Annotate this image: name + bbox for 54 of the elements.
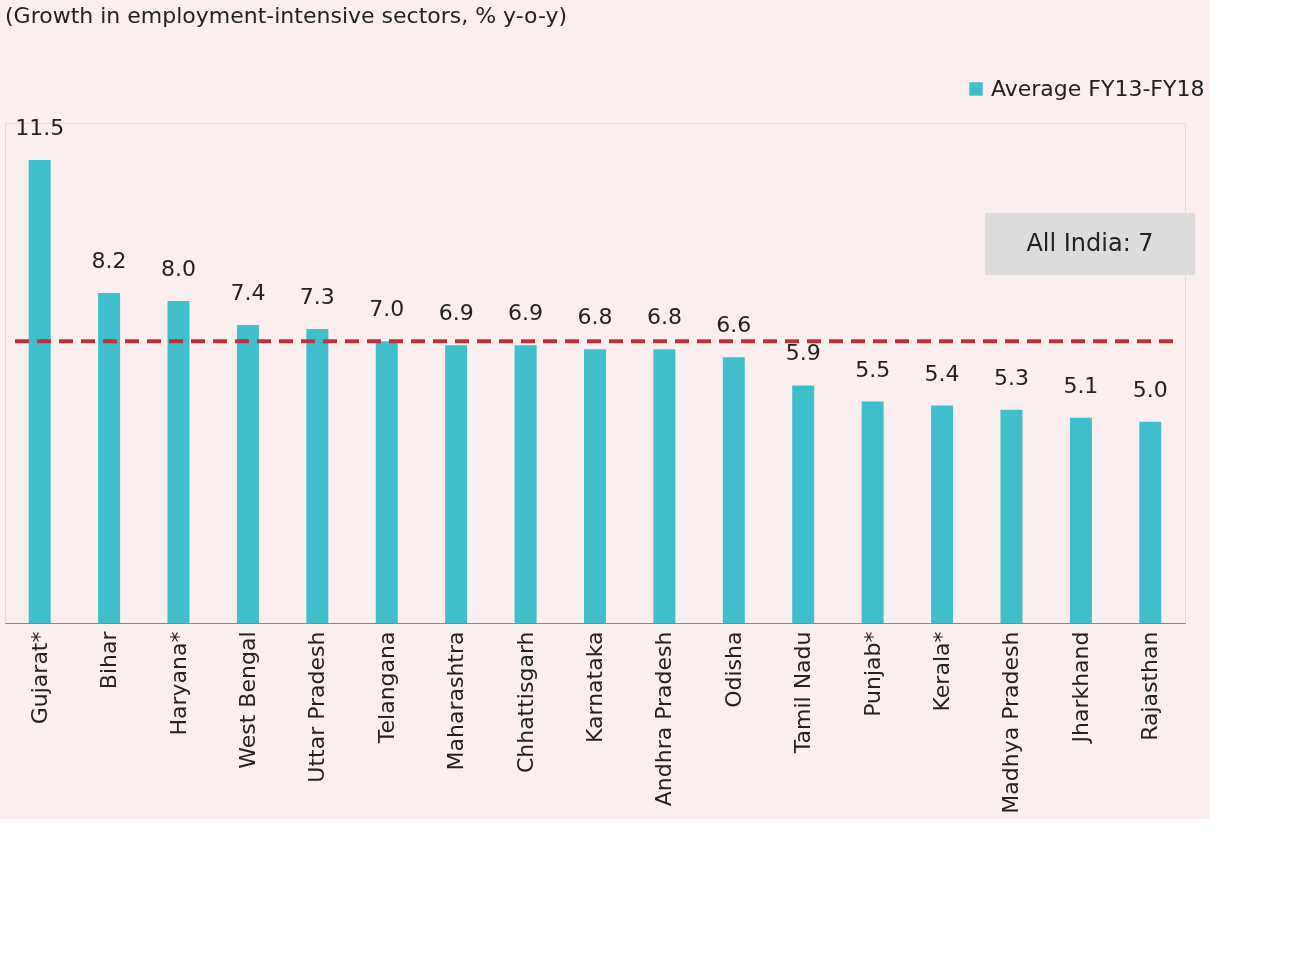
- x-tick-label: Bihar: [96, 630, 122, 690]
- data-label: 7.0: [369, 296, 405, 322]
- data-label: 5.1: [1063, 372, 1099, 398]
- chart-title: (Growth in employment-intensive sectors, % y-o-y): [5, 3, 568, 28]
- x-tick-label: Madhya Pradesh: [998, 631, 1024, 814]
- data-label: 6.8: [577, 304, 613, 330]
- bar: [1139, 421, 1162, 623]
- bar: [792, 385, 815, 623]
- bar: [931, 405, 954, 623]
- data-label: 5.4: [924, 360, 960, 386]
- data-label: 11.5: [15, 115, 65, 141]
- data-label: 5.5: [855, 356, 891, 382]
- x-tick-label: Punjab*: [859, 631, 885, 717]
- data-label: 5.0: [1132, 376, 1168, 402]
- bar: [375, 341, 398, 623]
- x-tick-label: Odisha: [720, 631, 746, 708]
- x-tick-label: Gujarat*: [26, 631, 52, 725]
- data-label: 7.4: [230, 280, 266, 306]
- bar: [722, 357, 745, 623]
- x-tick-label: Andhra Pradesh: [651, 631, 677, 807]
- bar: [445, 345, 468, 623]
- x-tick-label: Jharkhand: [1067, 631, 1093, 745]
- bar: [98, 292, 121, 623]
- data-label: 6.8: [646, 304, 682, 330]
- bar: [1000, 409, 1023, 623]
- data-label: 6.9: [438, 300, 474, 326]
- x-tick-label: Tamil Nadu: [790, 631, 816, 755]
- data-label: 7.3: [299, 284, 335, 310]
- x-tick-label: Karnataka: [582, 631, 607, 744]
- x-tick-label: Uttar Pradesh: [304, 631, 330, 783]
- x-tick-label: Telangana: [373, 631, 399, 745]
- bar: [236, 325, 259, 623]
- data-label: 5.3: [993, 364, 1029, 390]
- bar: [306, 329, 329, 623]
- data-label: 6.9: [508, 300, 544, 326]
- bar: [28, 160, 51, 623]
- x-tick-label: West Bengal: [234, 631, 260, 769]
- annotation: All India: 7: [1026, 229, 1154, 257]
- x-tick-label: Rajasthan: [1137, 631, 1163, 741]
- x-tick-label: Kerala*: [929, 631, 955, 712]
- data-label: 6.6: [716, 312, 752, 338]
- bar: [861, 401, 884, 623]
- bar: [167, 300, 190, 623]
- bar: [514, 345, 537, 623]
- bar: [1069, 417, 1092, 623]
- bar: [653, 349, 676, 623]
- data-label: 5.9: [785, 340, 821, 366]
- legend-label: Average FY13-FY18: [991, 76, 1205, 101]
- data-label: 8.2: [91, 247, 127, 273]
- x-tick-label: Haryana*: [165, 631, 191, 736]
- x-tick-label: Maharashtra: [443, 631, 469, 771]
- bar: [584, 349, 606, 623]
- data-label: 8.0: [161, 255, 197, 281]
- x-tick-label: Chhattisgarh: [512, 631, 538, 774]
